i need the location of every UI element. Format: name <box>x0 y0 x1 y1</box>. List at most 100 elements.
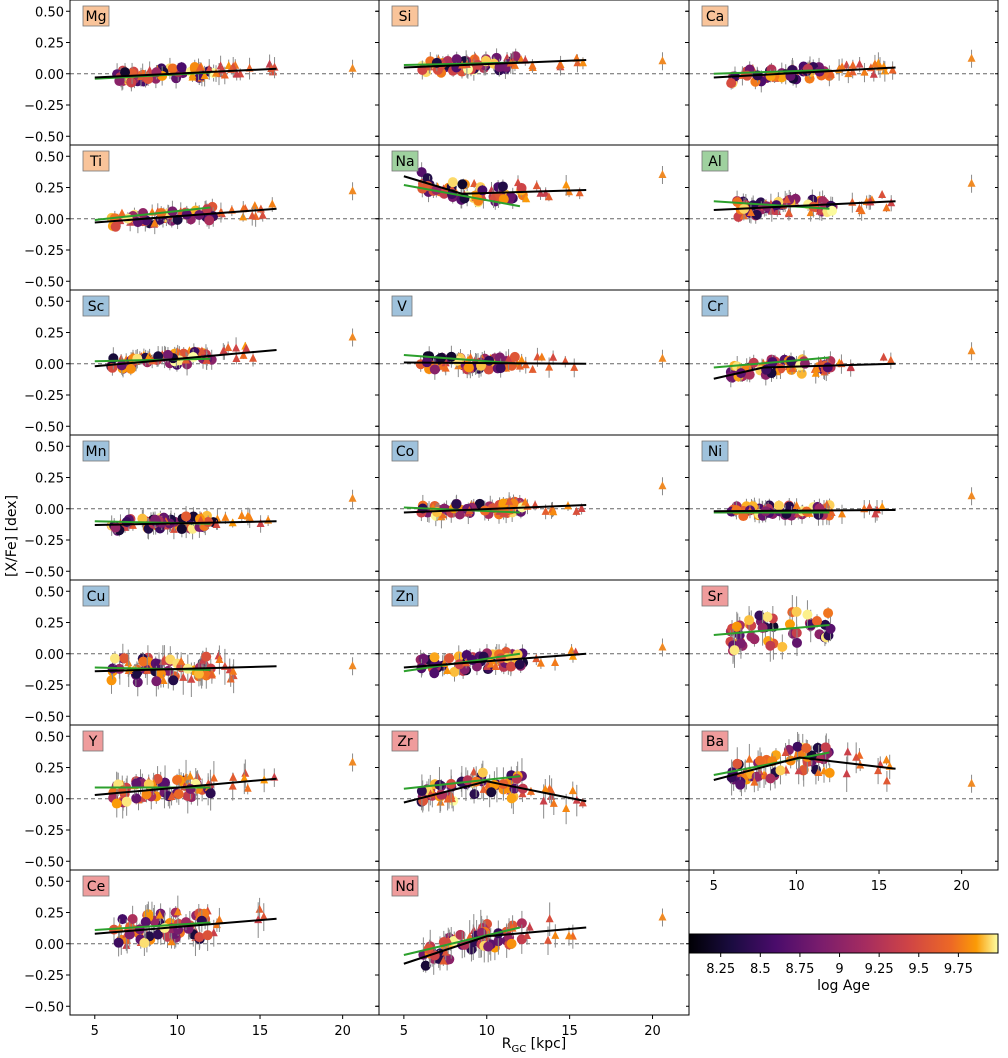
cluster-point <box>761 201 772 212</box>
field-star-point <box>870 59 879 68</box>
y-tick-label: 0.50 <box>35 5 64 20</box>
field-star-point <box>562 180 571 189</box>
field-star-point <box>767 206 776 215</box>
cluster-point <box>509 351 520 362</box>
cluster-point <box>139 937 150 948</box>
y-tick-label: −0.25 <box>24 244 64 259</box>
field-star-point <box>441 363 450 372</box>
cluster-point <box>744 615 755 626</box>
y-tick-label: 0.00 <box>35 938 64 953</box>
field-star-point <box>510 60 519 69</box>
field-star-point <box>544 192 553 201</box>
cluster-point <box>451 499 462 510</box>
data-points <box>416 162 667 210</box>
field-star-point <box>207 670 216 679</box>
element-label-box <box>391 5 419 27</box>
cluster-point <box>812 742 823 753</box>
cluster-point <box>820 742 831 753</box>
cluster-point <box>416 786 427 797</box>
cluster-point <box>109 653 120 664</box>
cluster-point <box>444 653 455 664</box>
colorbar-tick-label: 8.5 <box>750 962 771 977</box>
cluster-point <box>160 777 171 788</box>
cluster-point <box>784 619 795 630</box>
element-label: Ni <box>708 444 722 460</box>
full-sample-gradient-line <box>94 917 277 935</box>
y-tick-label: 0.25 <box>35 182 64 197</box>
element-label: Mn <box>86 444 107 460</box>
full-sample-gradient-line <box>94 520 277 526</box>
field-star-point <box>528 60 537 69</box>
field-star-point <box>486 659 495 668</box>
cluster-point <box>168 675 179 686</box>
field-star-point <box>186 771 195 780</box>
panel-zr: Zr <box>375 724 690 874</box>
field-star-point <box>525 922 534 931</box>
element-label-box <box>391 730 419 752</box>
field-star-point <box>843 747 852 756</box>
field-star-point <box>239 350 248 359</box>
cluster-point <box>761 364 772 375</box>
cluster-point <box>726 78 737 89</box>
field-star-point <box>439 956 448 965</box>
field-star-point <box>781 747 790 756</box>
outer-disk-point <box>967 178 976 187</box>
cluster-point <box>429 364 440 375</box>
panel-sc: Sc 0.50 0.25 0.00 −0.25 −0.50 <box>24 289 380 439</box>
element-label-box <box>391 585 419 607</box>
y-tick-label: 0.00 <box>35 503 64 518</box>
cluster-point <box>444 954 455 965</box>
x-tick-label: 5 <box>91 1024 99 1039</box>
element-label: Ti <box>89 154 102 170</box>
field-star-point <box>880 66 889 75</box>
field-star-point <box>215 654 224 663</box>
field-star-point <box>242 343 251 352</box>
cluster-point <box>138 208 149 219</box>
element-label: Ce <box>87 879 105 895</box>
cluster-point <box>827 205 838 216</box>
field-star-point <box>224 342 233 351</box>
cluster-point <box>791 637 802 648</box>
full-sample-gradient-line <box>94 349 277 368</box>
y-tick-label: −0.25 <box>24 389 64 404</box>
field-star-point <box>792 501 801 510</box>
field-star-point <box>812 364 821 373</box>
x-tick-label: 5 <box>400 1024 408 1039</box>
cluster-point <box>193 668 204 679</box>
panel-si: Si <box>375 0 690 149</box>
element-label-box <box>391 440 419 462</box>
cluster-point <box>429 668 440 679</box>
cluster-point <box>483 941 494 952</box>
cluster-point <box>823 608 834 619</box>
x-tick-label: 15 <box>561 1024 578 1039</box>
field-star-point <box>255 904 264 913</box>
y-tick-label: 0.25 <box>35 472 64 487</box>
cluster-point <box>141 789 152 800</box>
cluster-point <box>506 938 517 949</box>
element-label: Co <box>396 444 414 460</box>
field-star-point <box>857 206 866 215</box>
field-star-point <box>220 70 229 79</box>
y-tick-label: 0.00 <box>35 358 64 373</box>
panel-sr: Sr <box>685 579 999 729</box>
x-tick-label: 5 <box>710 879 718 894</box>
field-star-point <box>551 930 560 939</box>
y-tick-label: 0.25 <box>35 762 64 777</box>
colorbar-tick-label: 9.75 <box>944 962 973 977</box>
element-label-box <box>82 440 110 462</box>
field-star-point <box>568 786 577 795</box>
field-star-point <box>229 772 238 781</box>
cluster-point <box>732 758 743 769</box>
cluster-point <box>494 352 505 363</box>
outer-disk-point <box>348 63 357 72</box>
field-star-point <box>578 58 587 67</box>
field-star-point <box>259 912 268 921</box>
cluster-point <box>153 351 164 362</box>
full-sample-gradient-line <box>403 652 587 669</box>
field-star-point <box>852 752 861 761</box>
panel-mg: Mg 0.50 0.25 0.00 −0.25 −0.50 <box>24 0 380 149</box>
cluster-point <box>131 668 142 679</box>
field-star-point <box>545 362 554 371</box>
field-star-point <box>537 352 546 361</box>
field-star-point <box>811 368 820 377</box>
